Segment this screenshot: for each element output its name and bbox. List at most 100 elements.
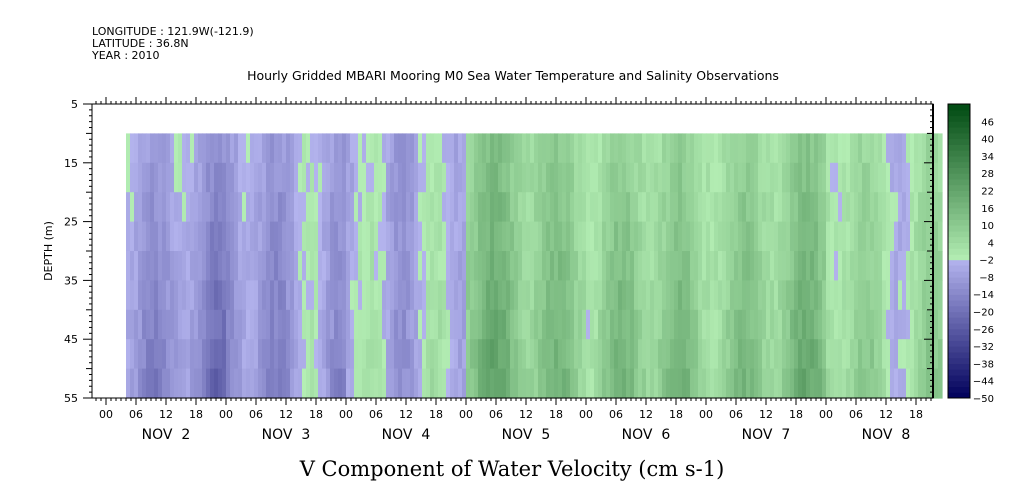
heatmap-cell — [422, 309, 427, 340]
heatmap-cell — [482, 162, 487, 193]
heatmap-cell — [574, 280, 579, 311]
heatmap-cell — [630, 280, 635, 311]
heatmap-cell — [562, 280, 567, 311]
heatmap-cell — [474, 162, 479, 193]
heatmap-cell — [542, 339, 547, 370]
heatmap-cell — [630, 162, 635, 193]
heatmap-cell — [270, 309, 275, 340]
heatmap-cell — [402, 192, 407, 223]
heatmap-cell — [350, 251, 355, 281]
heatmap-cell — [686, 251, 691, 281]
heatmap-cell — [478, 280, 483, 311]
heatmap-cell — [538, 309, 543, 340]
heatmap-cell — [522, 368, 527, 399]
heatmap-cell — [478, 162, 483, 193]
heatmap-cell — [534, 133, 539, 164]
heatmap-cell — [242, 162, 247, 193]
heatmap-cell — [410, 221, 415, 252]
heatmap-cell — [670, 280, 675, 311]
heatmap-cell — [526, 192, 531, 223]
heatmap-cell — [142, 192, 147, 223]
heatmap-cell — [314, 221, 319, 252]
heatmap-cell — [682, 221, 687, 252]
x-tick-label: 12 — [159, 408, 173, 421]
heatmap-cell — [742, 162, 747, 193]
heatmap-cell — [254, 368, 259, 399]
heatmap-cell — [338, 192, 343, 223]
heatmap-cell — [574, 309, 579, 340]
heatmap-cell — [730, 339, 735, 370]
heatmap-cell — [198, 368, 203, 399]
heatmap-cell — [574, 221, 579, 252]
heatmap-cell — [482, 251, 487, 281]
heatmap-cell — [490, 339, 495, 370]
heatmap-cell — [630, 221, 635, 252]
heatmap-cell — [490, 221, 495, 252]
heatmap-cell — [530, 133, 535, 164]
heatmap-cell — [718, 280, 723, 311]
heatmap-cell — [882, 251, 887, 281]
heatmap-cell — [370, 309, 375, 340]
heatmap-cell — [246, 339, 251, 370]
heatmap-cell — [422, 280, 427, 311]
heatmap-cell — [730, 309, 735, 340]
heatmap-cell — [402, 368, 407, 399]
heatmap-cell — [566, 309, 571, 340]
heatmap-cell — [790, 192, 795, 223]
heatmap-cell — [674, 221, 679, 252]
heatmap-cell — [738, 309, 743, 340]
heatmap-cell — [646, 162, 651, 193]
heatmap-cell — [554, 280, 559, 311]
heatmap-cell — [302, 133, 307, 164]
heatmap-cell — [666, 280, 671, 311]
heatmap-cell — [778, 309, 783, 340]
heatmap-cell — [870, 309, 875, 340]
heatmap-cell — [346, 339, 351, 370]
heatmap-cell — [638, 221, 643, 252]
heatmap-cell — [510, 280, 515, 311]
heatmap-cell — [546, 339, 551, 370]
heatmap-cell — [726, 162, 731, 193]
heatmap-cell — [646, 251, 651, 281]
heatmap-cell — [378, 251, 383, 281]
heatmap-cell — [758, 309, 763, 340]
heatmap-cell — [386, 192, 391, 223]
heatmap-cell — [838, 309, 843, 340]
heatmap-cell — [714, 133, 719, 164]
heatmap-cell — [210, 280, 215, 311]
heatmap-cell — [642, 251, 647, 281]
heatmap-cell — [138, 309, 143, 340]
heatmap-cell — [470, 251, 475, 281]
heatmap-cell — [214, 251, 219, 281]
heatmap-cell — [626, 309, 631, 340]
heatmap-cell — [162, 280, 167, 311]
heatmap-cell — [182, 339, 187, 370]
heatmap-cell — [230, 221, 235, 252]
heatmap-cell — [558, 280, 563, 311]
heatmap-cell — [262, 368, 267, 399]
heatmap-cell — [910, 192, 915, 223]
heatmap-cell — [330, 192, 335, 223]
heatmap-cell — [706, 368, 711, 399]
heatmap-cell — [762, 280, 767, 311]
heatmap-cell — [454, 192, 459, 223]
heatmap-cell — [370, 221, 375, 252]
heatmap-cell — [778, 251, 783, 281]
heatmap-cell — [270, 221, 275, 252]
colorbar-tick-label: −32 — [973, 342, 994, 353]
heatmap-cell — [814, 133, 819, 164]
heatmap-cell — [442, 339, 447, 370]
heatmap-cell — [742, 368, 747, 399]
heatmap-cell — [702, 251, 707, 281]
heatmap-cell — [362, 133, 367, 164]
heatmap-cell — [570, 280, 575, 311]
heatmap-cell — [694, 280, 699, 311]
heatmap-cell — [434, 192, 439, 223]
heatmap-cell — [158, 280, 163, 311]
heatmap-cell — [542, 368, 547, 399]
heatmap-cell — [438, 309, 443, 340]
heatmap-cell — [234, 221, 239, 252]
heatmap-cell — [438, 280, 443, 311]
heatmap-cell — [342, 221, 347, 252]
heatmap-cell — [234, 162, 239, 193]
